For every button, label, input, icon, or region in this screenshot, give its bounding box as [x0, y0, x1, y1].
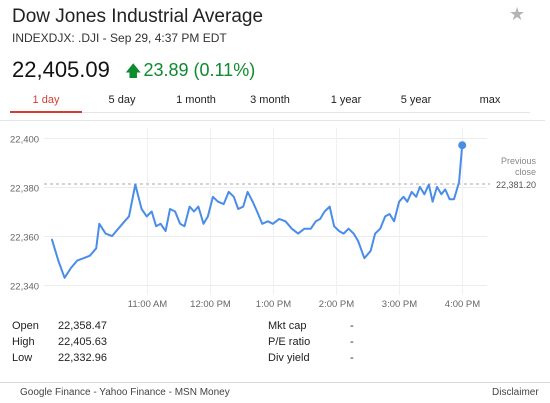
price-chart[interactable]: 22,400 22,380 22,360 22,340 11:00 AM 12:00 PM… — [0, 120, 550, 310]
tab-label: 1 year — [330, 94, 362, 106]
stat-label: Low — [12, 352, 33, 364]
x-tick-label: 12:00 PM — [190, 299, 231, 310]
tab-label: 1 day — [32, 94, 60, 106]
tab-label: 5 day — [108, 94, 136, 106]
price-change-value: 23.89 (0.11%) — [143, 60, 256, 80]
tab-1-day[interactable]: 1 day — [10, 88, 82, 113]
stats-left: Open 22,358.47 High 22,405.63 Low 22,332.96 — [12, 318, 107, 366]
y-tick-label: 22,400 — [10, 135, 39, 146]
tab-label: 3 month — [250, 94, 290, 106]
previous-close-label: Previous — [501, 156, 537, 166]
footer-sources[interactable]: Google Finance - Yahoo Finance - MSN Mon… — [20, 387, 230, 398]
tab-label: 5 year — [400, 94, 432, 106]
active-tab-underline — [10, 111, 82, 113]
range-tabs: 1 day 5 day 1 month 3 month 1 year 5 yea… — [10, 88, 530, 113]
x-tick-label: 1:00 PM — [256, 299, 291, 310]
disclaimer-link[interactable]: Disclaimer — [492, 387, 539, 398]
tab-5-year[interactable]: 5 year — [380, 88, 452, 112]
stat-value: 22,405.63 — [58, 336, 107, 348]
stat-label: Div yield — [268, 352, 310, 364]
arrow-up-icon: 🡅 — [125, 63, 142, 80]
tab-1-year[interactable]: 1 year — [310, 88, 382, 112]
stat-value: 22,358.47 — [58, 320, 107, 332]
stat-row-high: High 22,405.63 — [12, 334, 107, 350]
stats-right: Mkt cap - P/E ratio - Div yield - — [268, 318, 354, 366]
x-tick-label: 11:00 AM — [128, 299, 168, 310]
stat-label: Open — [12, 320, 39, 332]
tab-1-month[interactable]: 1 month — [158, 88, 234, 112]
stat-value: 22,332.96 — [58, 352, 107, 364]
tab-max[interactable]: max — [454, 88, 526, 112]
footer-divider — [0, 382, 550, 383]
stat-value: - — [350, 336, 354, 348]
stat-value: - — [350, 352, 354, 364]
y-tick-label: 22,340 — [10, 282, 39, 293]
previous-close-value: 22,381.20 — [496, 180, 536, 190]
stat-label: Mkt cap — [268, 320, 307, 332]
previous-close-label: close — [515, 167, 536, 177]
stat-label: P/E ratio — [268, 336, 311, 348]
stat-value: - — [350, 320, 354, 332]
stat-row-open: Open 22,358.47 — [12, 318, 107, 334]
tab-label: max — [479, 94, 501, 106]
price-series-line — [51, 144, 464, 279]
index-subtitle: INDEXDJX: .DJI - Sep 29, 4:37 PM EDT — [12, 31, 227, 45]
x-tick-label: 4:00 PM — [445, 299, 480, 310]
tab-3-month[interactable]: 3 month — [232, 88, 308, 112]
stat-row-mkt-cap: Mkt cap - — [268, 318, 354, 334]
x-tick-label: 2:00 PM — [319, 299, 354, 310]
tab-label: 1 month — [176, 94, 216, 106]
stat-label: High — [12, 336, 35, 348]
page-title: Dow Jones Industrial Average — [12, 6, 264, 27]
price-change: 🡅 23.89 (0.11%) — [125, 60, 255, 87]
tab-5-day[interactable]: 5 day — [86, 88, 158, 112]
stat-row-low: Low 22,332.96 — [12, 350, 107, 366]
y-tick-label: 22,360 — [10, 233, 39, 244]
latest-price-point — [458, 141, 467, 150]
star-icon[interactable]: ★ — [509, 4, 526, 24]
y-tick-label: 22,380 — [10, 184, 39, 195]
stat-row-pe-ratio: P/E ratio - — [268, 334, 354, 350]
current-price: 22,405.09 — [12, 57, 110, 82]
stat-row-div-yield: Div yield - — [268, 350, 354, 366]
x-tick-label: 3:00 PM — [382, 299, 417, 310]
